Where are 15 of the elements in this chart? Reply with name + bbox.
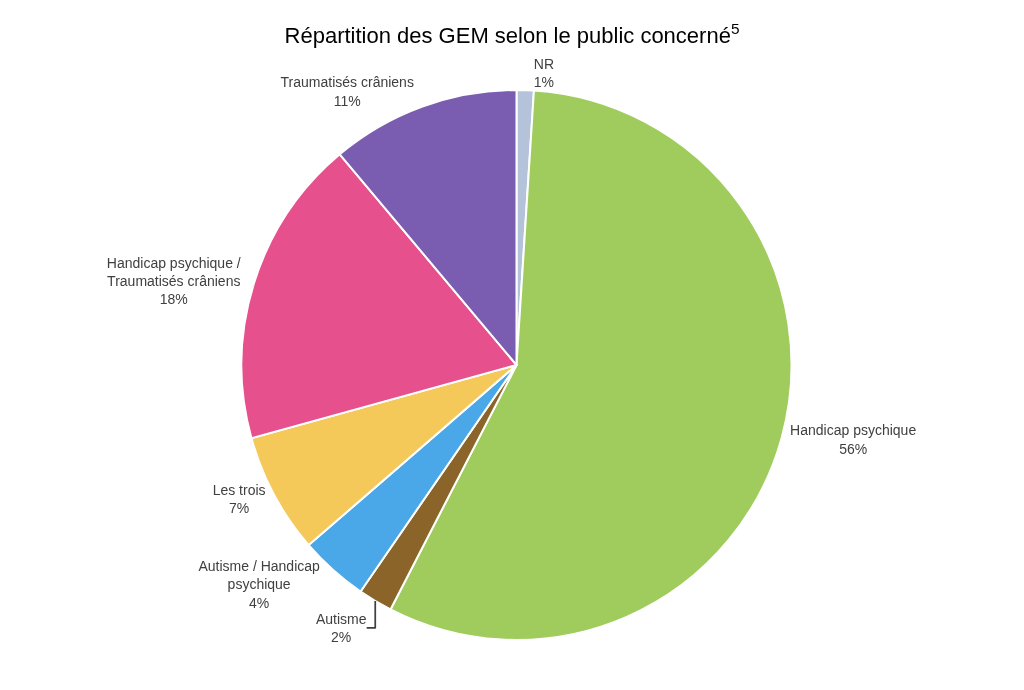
data-label: 18% — [159, 291, 188, 308]
slice-label: Les trois — [212, 481, 266, 498]
data-label: 7% — [228, 499, 250, 516]
slice-label: NR — [533, 55, 555, 72]
slice-label: Handicap psychique / Traumatisés crâniens — [106, 254, 241, 290]
data-label: 2% — [331, 628, 352, 645]
data-label: 56% — [839, 440, 868, 457]
slice-label: Autisme / Handicap psychique — [198, 558, 321, 593]
chart-title: Répartition des GEM selon le public concerné$^{5}$ — [284, 19, 740, 48]
slice-label: Handicap psychique — [790, 422, 917, 439]
slice-label: Autisme — [315, 610, 367, 627]
data-label: 4% — [249, 594, 270, 611]
slice-label: Traumatisés crâniens — [280, 74, 414, 91]
data-label: 11% — [333, 92, 361, 109]
data-label: 1% — [533, 74, 555, 91]
